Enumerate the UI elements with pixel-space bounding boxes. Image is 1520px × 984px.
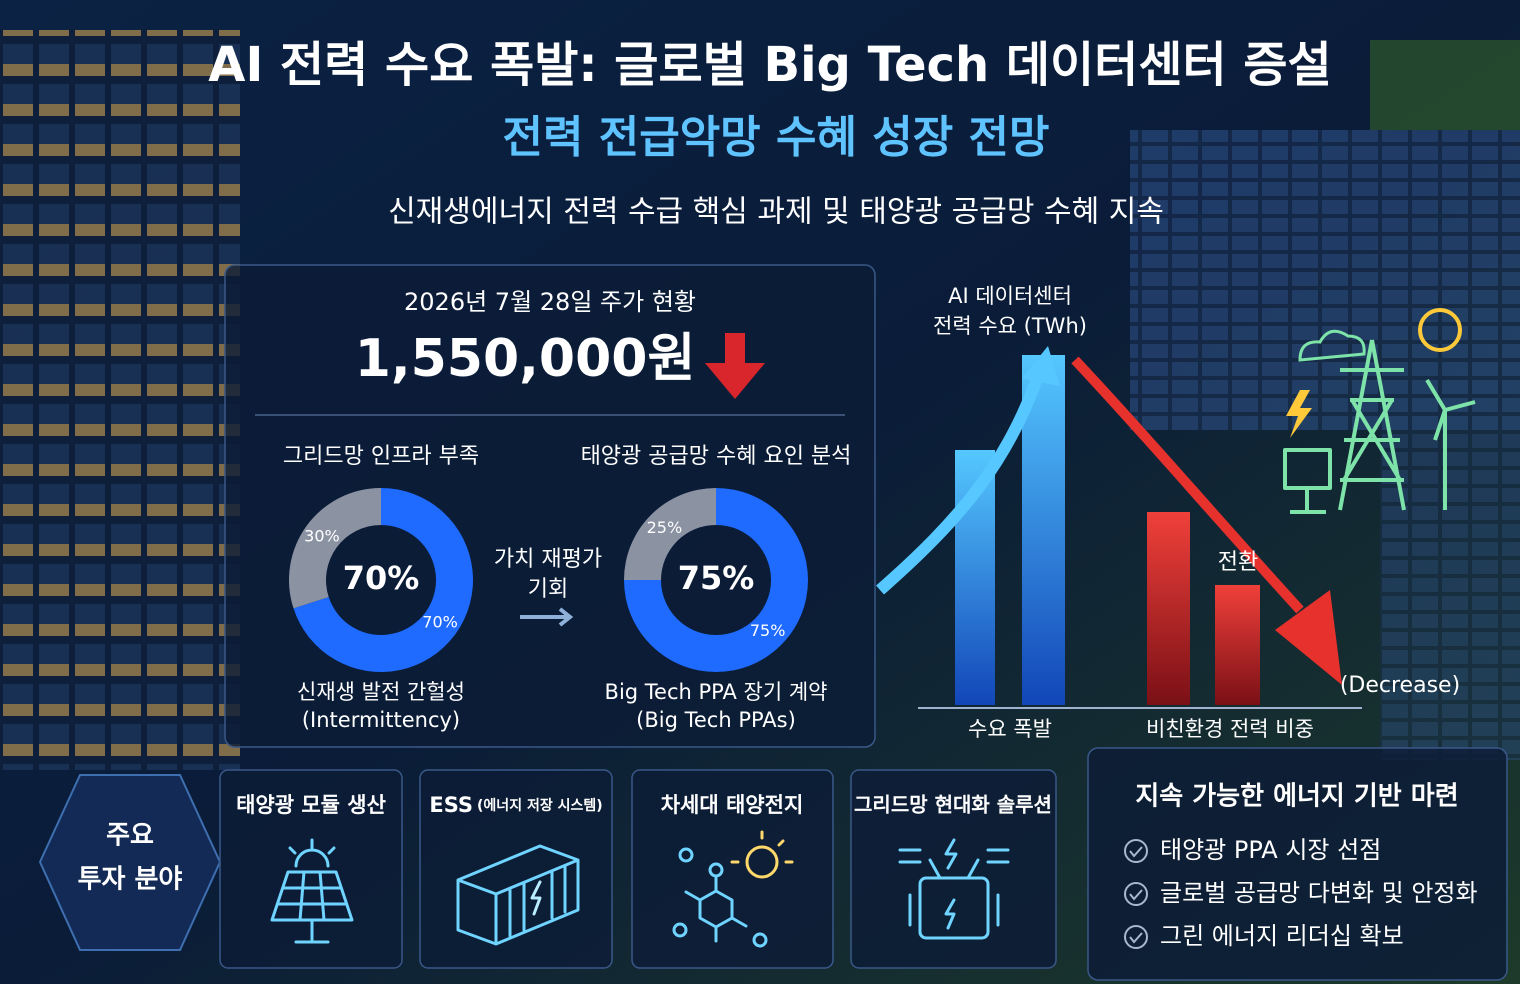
- card-title: 차세대 태양전지: [661, 793, 804, 817]
- donut-caption: 신재생 발전 간헐성: [297, 680, 465, 704]
- solar-field: [1130, 130, 1520, 430]
- card-title: 태양광 모듈 생산: [236, 793, 386, 817]
- decline-arrow: [1071, 356, 1304, 614]
- title-sub: 전력 전급악망 수혜 성장 전망: [502, 112, 1049, 163]
- growth-arrow: [876, 368, 1046, 595]
- field: [1370, 40, 1520, 130]
- grid-icon: [898, 838, 1010, 940]
- donut-title: 태양광 공급망 수혜 요인 분석: [581, 444, 852, 469]
- stock-price: 1,550,000원: [355, 329, 696, 389]
- investment-card: [219, 769, 403, 969]
- annotation: (Decrease): [1340, 673, 1460, 698]
- segment-label: 30%: [304, 527, 340, 546]
- stock-label: 2026년 7월 28일 주가 현황: [404, 288, 696, 316]
- badge-text: 주요: [106, 821, 154, 851]
- arrow-label: 가치 재평가: [494, 547, 602, 572]
- check-icon: [1124, 882, 1148, 906]
- donut-caption: (Big Tech PPAs): [636, 708, 796, 732]
- arrow: [520, 607, 574, 627]
- subtitle: 신재생에너지 전력 수급 핵심 과제 및 태양광 공급망 수혜 지속: [388, 195, 1164, 230]
- check-item: 그린 에너지 리더십 확보: [1160, 922, 1404, 950]
- check-mark: [1129, 889, 1143, 901]
- investment-card: [850, 769, 1057, 969]
- chart-title: AI 데이터센터: [948, 284, 1072, 308]
- ess-icon: [456, 844, 580, 946]
- down-arrow: [705, 333, 765, 399]
- title: AI 전력 수요 폭발: 글로벌 Big Tech 데이터센터 증설: [208, 37, 1331, 93]
- donut-title: 그리드망 인프라 부족: [283, 444, 479, 469]
- check-mark: [1129, 846, 1143, 858]
- segment-label: 75%: [750, 621, 786, 640]
- solar-field: [1380, 430, 1520, 760]
- investment-card: [631, 769, 834, 969]
- cell-icon: [672, 830, 794, 948]
- donut-caption: Big Tech PPA 장기 계약: [605, 680, 828, 704]
- arrow-label: 기회: [528, 577, 568, 602]
- donut-segment: [289, 488, 381, 609]
- check-item: 태양광 PPA 시장 선점: [1160, 836, 1381, 864]
- card-title: ESS (에너지 저장 시스템): [429, 793, 602, 817]
- badge-text: 투자 분야: [78, 865, 183, 895]
- check-icon: [1124, 839, 1148, 863]
- segment-label: 70%: [422, 612, 458, 631]
- donut-segment: [624, 488, 716, 580]
- analysis-panel: [224, 264, 876, 748]
- check-item: 글로벌 공급망 다변화 및 안정화: [1160, 879, 1478, 907]
- building: [0, 30, 240, 770]
- segment-label: 25%: [647, 518, 683, 537]
- donut-center: 75%: [678, 559, 755, 597]
- investment-card: [419, 769, 613, 969]
- solar-icon: [270, 838, 354, 944]
- category-label: 수요 폭발: [968, 717, 1052, 741]
- investment-badge: [38, 774, 222, 951]
- category-label: 비친환경 전력 비중: [1146, 717, 1314, 741]
- chart-title: 전력 수요 (TWh): [933, 314, 1087, 338]
- card-title-main: ESS: [429, 793, 473, 817]
- card-title-note: (에너지 저장 시스템): [477, 797, 603, 814]
- growth-arrow-head: [1022, 346, 1060, 386]
- donut-center: 70%: [343, 559, 420, 597]
- annotation: 전환: [1218, 550, 1258, 575]
- sustainability-panel: [1087, 747, 1508, 981]
- check-icon: [1124, 925, 1148, 949]
- panel-title: 지속 가능한 에너지 기반 마련: [1135, 782, 1458, 812]
- donut-caption: (Intermittency): [302, 708, 460, 732]
- decline-arrow-head: [1275, 590, 1342, 685]
- donut-segment: [624, 488, 808, 672]
- card-title: 그리드망 현대화 솔루션: [854, 793, 1052, 817]
- check-mark: [1129, 932, 1143, 944]
- fossil-bar: [1147, 512, 1190, 705]
- donut-segment: [293, 488, 473, 672]
- fossil-bar: [1215, 585, 1260, 705]
- energy-icon: [1283, 308, 1476, 514]
